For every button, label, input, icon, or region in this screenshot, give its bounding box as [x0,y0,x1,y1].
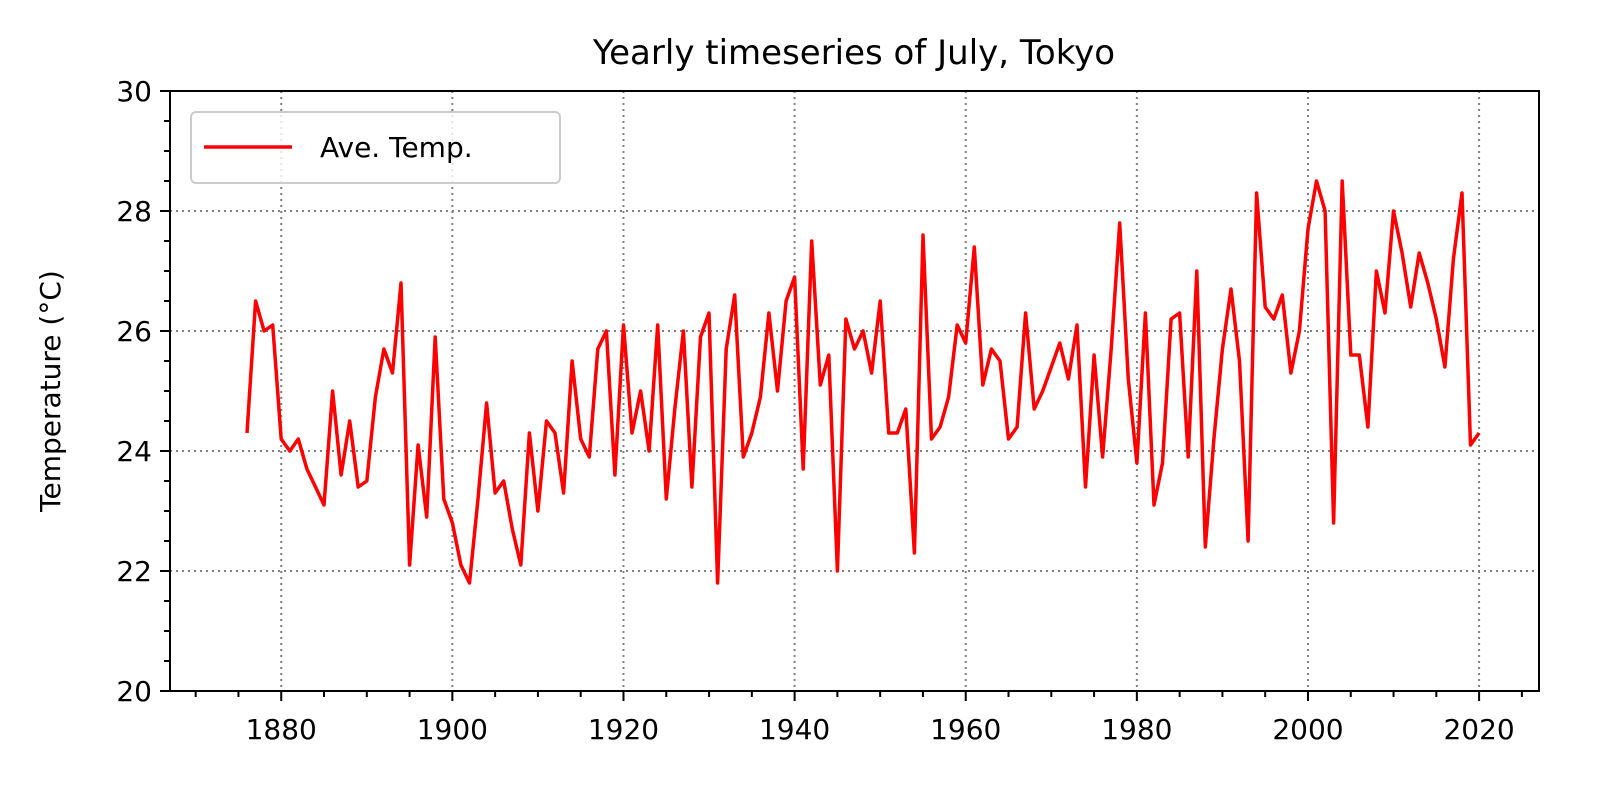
x-tick-label: 1960 [930,713,1001,746]
series-line-ave-temp [245,179,1481,585]
y-axis-label: Temperature (°C) [34,270,67,513]
y-axis: 20 22 24 26 28 30 [116,75,170,708]
legend-box [190,111,561,184]
chart-title: Yearly timeseries of July, Tokyo [592,33,1115,73]
y-tick-label: 24 [116,435,152,468]
x-tick-label: 2020 [1443,713,1514,746]
x-tick-label: 1940 [759,713,830,746]
y-tick-label: 30 [116,75,152,108]
y-tick-label: 28 [116,195,152,228]
y-tick-label: 20 [116,675,152,708]
series-layer [245,179,1481,585]
x-tick-label: 1920 [588,713,659,746]
y-tick-label: 22 [116,555,152,588]
x-tick-label: 2000 [1272,713,1343,746]
x-tick-label: 1880 [246,713,317,746]
x-tick-label: 1900 [417,713,488,746]
x-tick-label: 1980 [1101,713,1172,746]
legend: Ave. Temp. [190,111,561,184]
grid-lines [170,91,1539,691]
x-axis: 1880 1900 1920 1940 1960 1980 2000 2020 [194,691,1523,746]
legend-label-ave-temp: Ave. Temp. [320,131,473,164]
y-tick-label: 26 [116,315,152,348]
